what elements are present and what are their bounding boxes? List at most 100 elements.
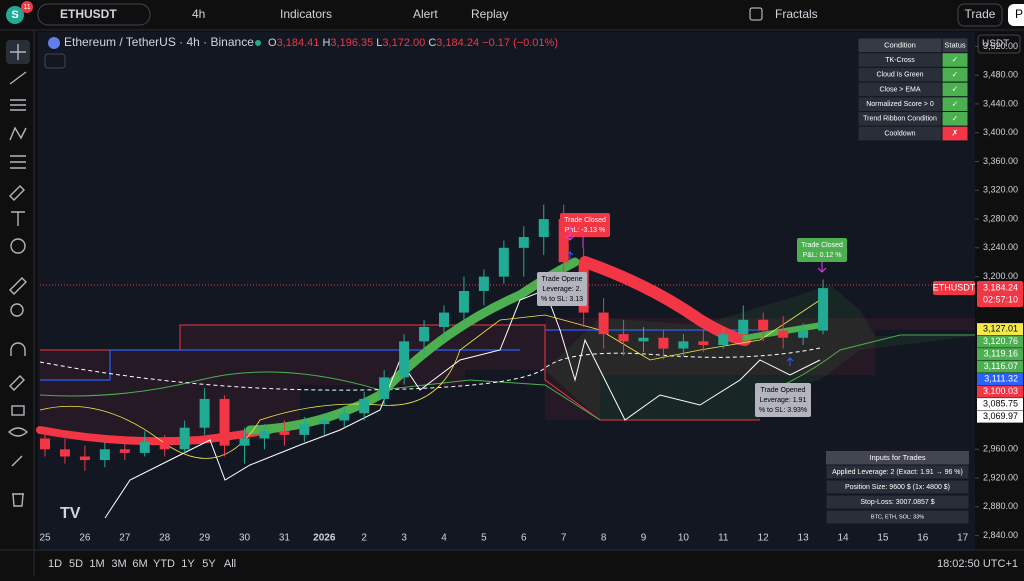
conditions-table: Condition Status TK-Cross ✓ Cloud Is Green ✓ C… — [857, 37, 969, 142]
tool-emoji[interactable] — [10, 238, 26, 254]
tool-ruler[interactable] — [9, 277, 27, 295]
x-tick-label: 15 — [877, 533, 889, 544]
condition-text: Close > EMA — [879, 86, 920, 93]
condition-text: Trend Ribbon Condition — [863, 116, 937, 123]
candle-body — [339, 413, 350, 421]
tool-eye[interactable] — [7, 427, 29, 437]
candle-body — [419, 326, 430, 342]
range-button[interactable]: 1M — [89, 558, 104, 570]
legend-collapse[interactable] — [44, 53, 66, 69]
range-button[interactable]: 5Y — [202, 558, 216, 570]
tool-magnet[interactable] — [10, 342, 26, 356]
candle-body — [159, 442, 170, 450]
tool-pattern[interactable] — [9, 126, 27, 141]
x-tick-label: 29 — [199, 533, 211, 544]
replay-button[interactable]: Replay — [471, 7, 508, 21]
indicators — [36, 256, 975, 519]
tool-trash[interactable] — [12, 493, 24, 507]
last-price: 3,184.24 — [983, 282, 1018, 292]
annotation-box — [755, 383, 811, 417]
level-label: 3,127.01 — [983, 323, 1018, 333]
currency-button[interactable] — [977, 34, 1021, 54]
level-tag — [977, 385, 1023, 398]
inputs-table: Inputs for Trades Applied Leverage: 2 (Ex… — [825, 451, 970, 525]
tool-link[interactable] — [11, 455, 23, 467]
trade-button-frame[interactable] — [957, 3, 1003, 27]
tool-zoom[interactable] — [10, 303, 24, 317]
range-button[interactable]: 3M — [111, 558, 126, 570]
range-button[interactable]: 1D — [48, 558, 62, 570]
ema — [39, 347, 821, 391]
tool-lock-draw[interactable] — [9, 375, 25, 391]
range-button[interactable]: 5D — [69, 558, 83, 570]
candle-body — [758, 319, 769, 331]
x-tick-label: 9 — [641, 533, 647, 544]
tool-lock[interactable] — [11, 405, 25, 416]
x-tick-label: 11 — [718, 533, 729, 544]
tool-text[interactable] — [11, 211, 25, 226]
symbol-logo — [48, 37, 60, 49]
trade-arrow — [565, 226, 584, 248]
x-tick-label: 14 — [837, 533, 849, 544]
candle-body — [199, 398, 210, 428]
range-button[interactable]: YTD — [153, 558, 175, 570]
x-tick-label: 5 — [481, 533, 487, 544]
tool-projection[interactable] — [10, 155, 26, 169]
tenkan — [39, 299, 821, 459]
symbol[interactable]: ETHUSDT — [60, 7, 117, 21]
publish-label[interactable]: P — [1015, 7, 1023, 21]
range-buttons: 1D 5D 1M 3M 6M YTD 1Y 5Y All — [48, 558, 236, 570]
currency[interactable]: USDT — [982, 39, 1009, 50]
x-tick-label: 8 — [601, 533, 607, 544]
level-label: 3,119.16 — [984, 348, 1018, 358]
h-label: H — [322, 37, 330, 49]
tool-cross[interactable] — [10, 44, 26, 60]
range-button[interactable]: All — [224, 558, 236, 570]
inputs-text: Applied Leverage: 2 (Exact: 1.91 → 96 %) — [832, 469, 963, 476]
change: −0.17 (−0.01%) — [482, 37, 558, 49]
condition-text: TK-Cross — [885, 57, 915, 64]
annotation-text: Trade Opened — [761, 387, 806, 394]
candle-body — [219, 398, 230, 446]
fractals-label[interactable]: Fractals — [775, 7, 818, 21]
fractals-checkbox[interactable] — [749, 7, 763, 21]
candle-body — [359, 398, 370, 414]
range-button[interactable]: 1Y — [181, 558, 195, 570]
h-value: 3,196.35 — [330, 37, 373, 49]
tool-fib[interactable] — [10, 99, 26, 111]
status-cell — [941, 125, 969, 142]
publish-button[interactable] — [1008, 4, 1024, 26]
y-tick-label: 3,240.00 — [983, 242, 1018, 252]
candle-body — [239, 438, 250, 446]
candle-body — [319, 420, 330, 425]
l-label: L — [376, 37, 382, 49]
drawing-tools — [6, 40, 30, 507]
y-tick-label: 3,480.00 — [983, 70, 1018, 80]
tool-line[interactable] — [9, 71, 27, 85]
avatar[interactable] — [6, 6, 24, 24]
alert-button[interactable]: Alert — [413, 7, 438, 21]
y-tick-label: 3,200.00 — [983, 271, 1018, 281]
candle-body — [379, 377, 390, 399]
status-text: ✓ — [952, 85, 959, 94]
annotation-text: % to SL: 3.93% — [759, 407, 807, 414]
inputs-title-cell — [826, 451, 969, 465]
x-tick-label: 27 — [119, 533, 131, 544]
level-tag — [977, 410, 1023, 423]
trade-button[interactable]: Trade — [965, 7, 996, 21]
condition-text: Cooldown — [884, 130, 915, 137]
symbol-search[interactable] — [37, 3, 151, 26]
candle-body — [598, 312, 609, 335]
tool-brush[interactable] — [9, 185, 25, 201]
candle-body — [498, 247, 509, 277]
price-axis-labels: 3,520.00 3,480.00 3,440.00 3,400.00 3,360.00… — [933, 41, 1023, 540]
avatar-letter: S — [11, 9, 18, 21]
indicators-button[interactable]: Indicators — [280, 7, 332, 21]
badge-count: 11 — [23, 4, 30, 11]
range-button[interactable]: 6M — [132, 558, 147, 570]
header-text: Condition — [884, 40, 916, 49]
candle-body — [718, 334, 729, 345]
interval[interactable]: 4h — [192, 7, 205, 21]
candle-body — [818, 288, 829, 331]
x-tick-label: 26 — [79, 533, 91, 544]
